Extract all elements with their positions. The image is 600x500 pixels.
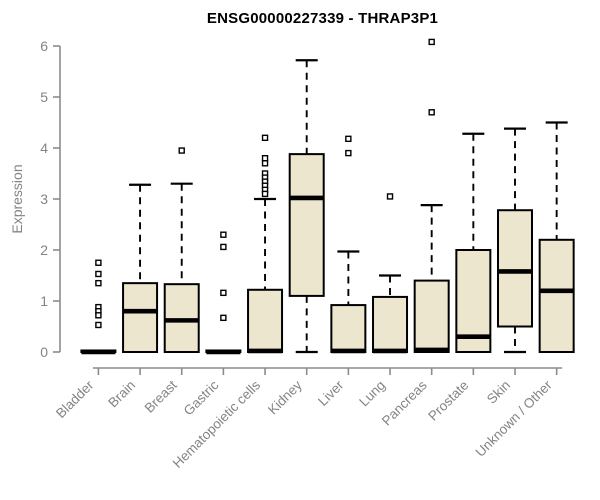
y-tick-label: 5 (40, 89, 48, 105)
box-hematopoietic-cells (247, 288, 284, 353)
x-category-label-lung: Lung (356, 378, 388, 410)
x-category-label-kidney: Kidney (265, 377, 305, 417)
outlier-bladder (95, 270, 102, 278)
box-brain (122, 282, 159, 353)
box-liver (330, 304, 367, 353)
outlier-hematopoietic-cells (261, 154, 269, 162)
y-tick-label: 0 (40, 344, 48, 360)
x-category-label-gastric: Gastric (181, 377, 222, 418)
outlier-gastric (220, 231, 227, 238)
y-tick-label: 1 (40, 293, 48, 309)
box-kidney (288, 153, 325, 297)
box-skin (497, 209, 533, 328)
x-category-label-liver: Liver (315, 377, 347, 409)
y-tick-label: 4 (40, 140, 48, 156)
outlier-hematopoietic-cells (261, 160, 269, 167)
x-category-label-breast: Breast (142, 377, 180, 415)
box-pancreas (413, 279, 450, 354)
x-category-label-brain: Brain (105, 378, 138, 411)
outlier-breast (178, 147, 185, 154)
box-lung (372, 295, 409, 354)
x-category-label-prostate: Prostate (425, 378, 471, 424)
outlier-pancreas (428, 38, 435, 46)
x-category-label-unknown-other: Unknown / Other (473, 377, 556, 460)
box-unknown-other (538, 238, 575, 353)
x-category-label-skin: Skin (484, 378, 513, 407)
y-tick-label: 2 (40, 242, 48, 258)
outlier-pancreas (428, 109, 435, 116)
outlier-hematopoietic-cells (261, 190, 269, 198)
outlier-bladder (95, 312, 102, 319)
outlier-gastric (220, 243, 227, 251)
x-category-label-pancreas: Pancreas (379, 377, 430, 428)
outlier-lung (386, 193, 394, 200)
chart-title: ENSG00000227339 - THRAP3P1 (206, 10, 439, 27)
outlier-bladder (95, 259, 102, 266)
y-tick-label: 3 (40, 191, 48, 207)
y-tick-label: 6 (40, 38, 48, 54)
outlier-gastric (220, 289, 227, 297)
x-category-label-bladder: Bladder (53, 377, 97, 421)
outlier-liver (345, 135, 352, 143)
outlier-gastric (220, 314, 227, 322)
outlier-bladder (95, 279, 102, 287)
outlier-bladder (95, 321, 102, 329)
outlier-hematopoietic-cells (261, 134, 269, 142)
outlier-liver (345, 149, 352, 157)
